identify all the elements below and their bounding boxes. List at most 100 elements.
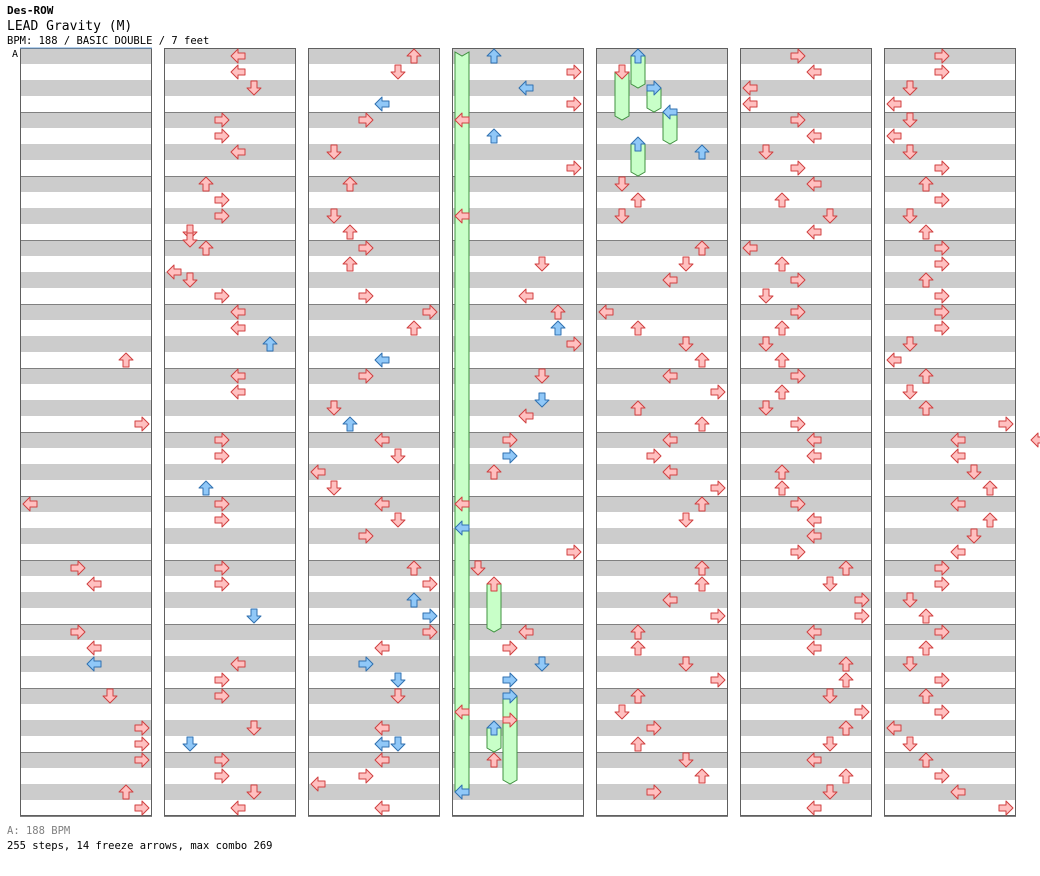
beat-stripe: [20, 272, 152, 288]
step-arrow-left-icon: [662, 104, 678, 120]
step-arrow-right-icon: [934, 560, 950, 576]
beat-stripe: [596, 656, 728, 672]
step-arrow-left-icon: [374, 496, 390, 512]
step-arrow-down-icon: [966, 464, 982, 480]
step-arrow-down-icon: [390, 512, 406, 528]
step-arrow-down-icon: [678, 336, 694, 352]
step-arrow-down-icon: [534, 656, 550, 672]
beat-stripe: [740, 48, 872, 64]
beat-stripe: [884, 240, 1016, 256]
beat-stripe: [884, 336, 1016, 352]
beat-stripe: [884, 80, 1016, 96]
step-arrow-left-icon: [662, 368, 678, 384]
step-arrow-left-icon: [886, 720, 902, 736]
step-arrow-down-icon: [390, 736, 406, 752]
step-arrow-up-icon: [918, 688, 934, 704]
step-arrow-up-icon: [486, 576, 502, 592]
beat-stripe: [884, 112, 1016, 128]
step-arrow-up-icon: [342, 224, 358, 240]
step-arrow-left-icon: [454, 112, 470, 128]
step-arrow-right-icon: [134, 416, 150, 432]
beat-stripe: [596, 240, 728, 256]
step-arrow-up-icon: [774, 384, 790, 400]
step-arrow-right-icon: [790, 416, 806, 432]
beat-stripe: [740, 368, 872, 384]
step-arrow-left-icon: [662, 592, 678, 608]
beat-stripe: [596, 624, 728, 640]
step-arrow-left-icon: [742, 80, 758, 96]
step-arrow-up-icon: [774, 352, 790, 368]
step-arrow-down-icon: [390, 672, 406, 688]
step-arrow-down-icon: [902, 144, 918, 160]
step-arrow-right-icon: [790, 48, 806, 64]
step-arrow-right-icon: [710, 608, 726, 624]
beat-stripe: [740, 496, 872, 512]
beat-stripe: [20, 208, 152, 224]
step-arrow-left-icon: [806, 512, 822, 528]
step-arrow-right-icon: [358, 768, 374, 784]
beat-stripe: [308, 304, 440, 320]
step-arrow-up-icon: [486, 48, 502, 64]
step-arrow-left-icon: [230, 64, 246, 80]
step-arrow-up-icon: [486, 464, 502, 480]
step-arrow-down-icon: [758, 288, 774, 304]
beat-stripe: [164, 176, 296, 192]
step-arrow-right-icon: [134, 800, 150, 816]
step-arrow-up-icon: [918, 752, 934, 768]
beat-stripe: [452, 464, 584, 480]
bpm-legend: A: 188 BPM: [7, 825, 71, 837]
beat-stripe: [596, 784, 728, 800]
beat-stripe: [740, 624, 872, 640]
step-arrow-right-icon: [934, 320, 950, 336]
beat-stripe: [596, 176, 728, 192]
step-arrow-right-icon: [358, 528, 374, 544]
step-arrow-up-icon: [694, 560, 710, 576]
beat-stripe: [452, 208, 584, 224]
step-arrow-up-icon: [982, 512, 998, 528]
beat-stripe: [164, 272, 296, 288]
step-arrow-right-icon: [502, 672, 518, 688]
beat-stripe: [596, 432, 728, 448]
beat-stripe: [452, 400, 584, 416]
step-arrow-up-icon: [486, 720, 502, 736]
beat-stripe: [308, 432, 440, 448]
step-arrow-up-icon: [630, 192, 646, 208]
step-arrow-left-icon: [374, 720, 390, 736]
beat-stripe: [308, 720, 440, 736]
chart-column: [308, 48, 440, 817]
step-arrow-down-icon: [678, 512, 694, 528]
beat-stripe: [452, 176, 584, 192]
beat-stripe: [308, 752, 440, 768]
step-arrow-right-icon: [134, 736, 150, 752]
step-arrow-right-icon: [422, 304, 438, 320]
step-arrow-down-icon: [326, 400, 342, 416]
step-arrow-right-icon: [214, 128, 230, 144]
step-arrow-up-icon: [694, 768, 710, 784]
step-arrow-up-icon: [262, 336, 278, 352]
step-arrow-left-icon: [230, 656, 246, 672]
beat-stripe: [452, 720, 584, 736]
beat-stripe: [20, 432, 152, 448]
step-arrow-right-icon: [934, 304, 950, 320]
step-arrow-down-icon: [182, 736, 198, 752]
beat-stripe: [740, 752, 872, 768]
beat-stripe: [308, 144, 440, 160]
beat-stripe: [740, 656, 872, 672]
step-arrow-left-icon: [1030, 432, 1040, 448]
step-arrow-up-icon: [918, 400, 934, 416]
chart-column: [20, 48, 152, 817]
step-arrow-right-icon: [422, 576, 438, 592]
beat-stripe: [20, 112, 152, 128]
beat-stripe: [164, 240, 296, 256]
step-arrow-up-icon: [630, 48, 646, 64]
step-arrow-right-icon: [502, 688, 518, 704]
step-arrow-up-icon: [630, 400, 646, 416]
beat-stripe: [164, 560, 296, 576]
beat-stripe: [740, 528, 872, 544]
beat-stripe: [164, 496, 296, 512]
step-arrow-right-icon: [214, 192, 230, 208]
step-arrow-down-icon: [470, 560, 486, 576]
beat-stripe: [308, 208, 440, 224]
step-arrow-left-icon: [518, 624, 534, 640]
song-title: LEAD Gravity (M): [7, 19, 133, 34]
